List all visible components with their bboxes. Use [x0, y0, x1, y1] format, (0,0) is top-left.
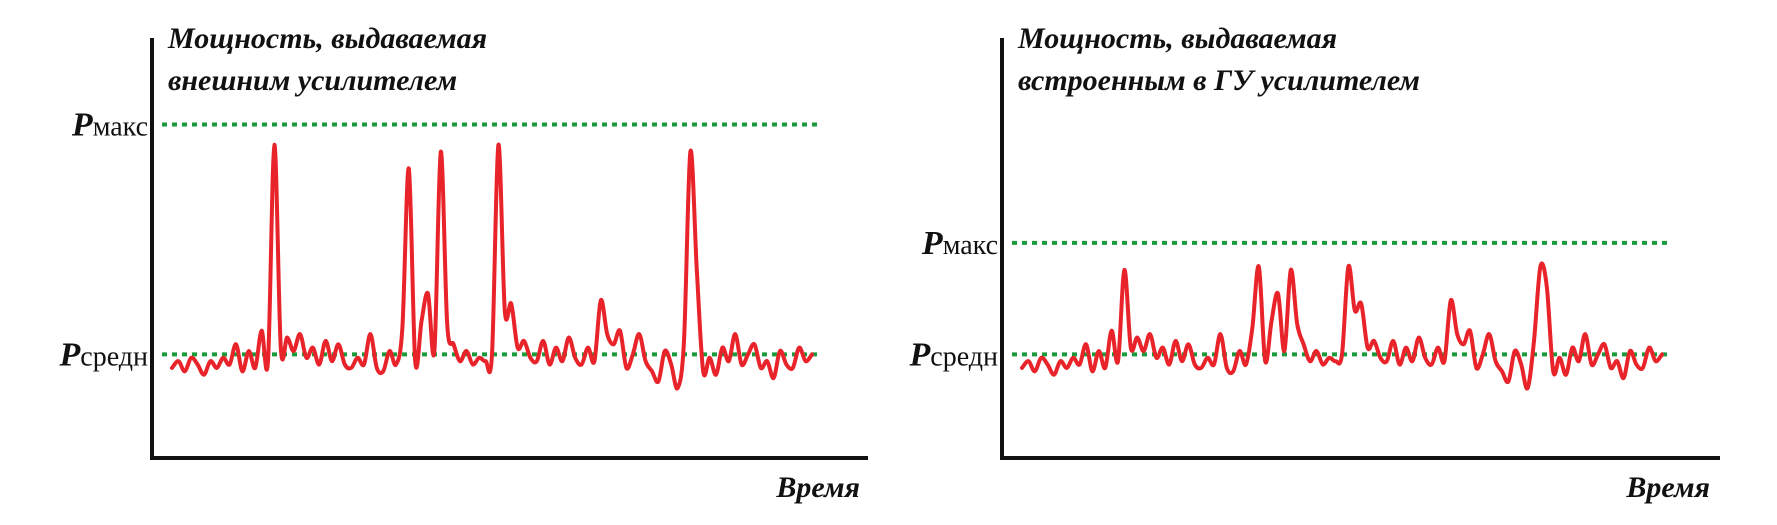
chart-left: Мощность, выдаваемая внешним усилителем …: [59, 22, 868, 504]
chart-right-reference-label-средн: Pсредн: [909, 336, 999, 373]
chart-left-series: [170, 142, 814, 391]
chart-right-reference-lines: Pмакс Pсредн: [909, 225, 1670, 373]
chart-left-x-label: Время: [775, 471, 860, 504]
chart-right-reference-label-макс: Pмакс: [921, 225, 998, 262]
chart-right-series: [1020, 261, 1664, 391]
chart-right-title-line-2: встроенным в ГУ усилителем: [1018, 64, 1420, 97]
chart-right: Мощность, выдаваемая встроенным в ГУ уси…: [909, 22, 1720, 504]
chart-left-title-line-2: внешним усилителем: [168, 64, 457, 97]
chart-left-reference-label-макс: Pмакс: [71, 107, 148, 144]
chart-left-reference-label-средн: Pсредн: [59, 336, 149, 373]
chart-left-title-line-1: Мощность, выдаваемая: [167, 22, 487, 55]
chart-left-series-line-0: [170, 142, 814, 391]
chart-right-x-label: Время: [1625, 471, 1710, 504]
chart-left-reference-lines: Pмакс Pсредн: [59, 107, 820, 373]
chart-right-series-line-0: [1020, 261, 1664, 391]
chart-right-title-line-1: Мощность, выдаваемая: [1017, 22, 1337, 55]
